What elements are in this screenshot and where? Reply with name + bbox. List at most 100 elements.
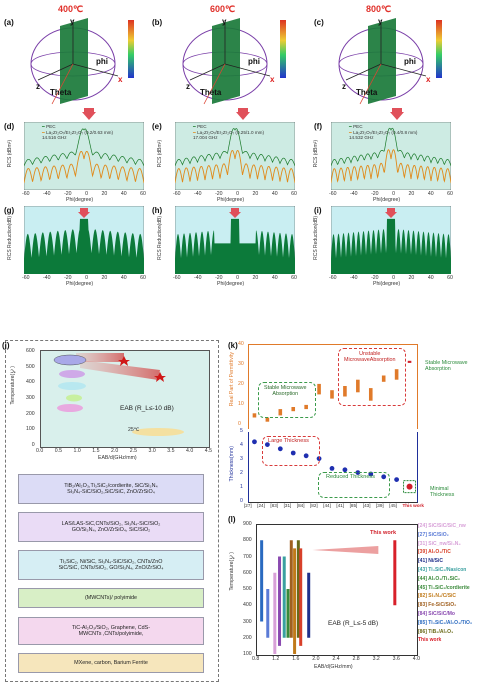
k-bar [394, 369, 399, 380]
axis-y-b: y [222, 17, 227, 26]
red-xticks-i: -60 -40 -20 0 20 40 60 [329, 275, 453, 281]
j-box-1: TiB₂/Al₂O₃,Ti₃SiC₂/cordierite, SiC/Si₃N₄… [18, 474, 204, 504]
k-ylabel-top: Real Part of Permittivity [229, 352, 235, 407]
k-dot [277, 446, 283, 452]
down-arrow-icon [82, 108, 96, 120]
k-bottom-axes [248, 432, 418, 503]
axis-theta-a: Theta [50, 88, 72, 97]
k-bar [368, 388, 373, 401]
k-bar [265, 417, 270, 422]
l-range-bar [307, 572, 311, 638]
l-range-bar [260, 540, 264, 622]
legend-item: [83] Fe-SiC/SiO₂ [418, 602, 457, 609]
rcs-legend-f: ━ PEC ━ La₂Zr₂O₇/Er₂Zr₂O₇ (0.4/0.8 mm) 1… [349, 124, 418, 141]
freq-label: 14.516 GHz [42, 135, 67, 141]
axis-z-c: z [342, 82, 346, 91]
k-unstable-text: Unstable MicrowaveAbsorption [344, 351, 396, 363]
legend-item: [27] SiC/SiO₂ [418, 531, 449, 538]
legend-item: [39] Al₂O₃/TiC [418, 549, 451, 556]
l-range-bar [266, 589, 270, 638]
k-large-box [262, 436, 320, 466]
legend-coat: La₂Zr₂O₇/Er₂Zr₂O₇ (0.25/1.0 mm) [197, 129, 265, 135]
l-xlabel: EAB/d(GHz/mm) [314, 664, 353, 670]
j-box-5: TiC-Al₂O₃/SiO₂, Graphene, CdS- MWCNTs ,C… [18, 617, 204, 645]
k-large-text: Large Thickness [268, 438, 309, 444]
down-arrow-icon [390, 108, 404, 120]
k-bar [356, 379, 360, 393]
panel-h-label: (h) [152, 206, 163, 215]
j-eab-note: EAB (R_L≤-10 dB) [120, 405, 174, 412]
j-xticks: 0.0 0.5 1.0 1.5 2.0 2.5 3.0 3.5 4.0 4.5 [36, 448, 212, 454]
panel-g-label: (g) [4, 206, 15, 215]
k-yticks-top: 40 30 20 10 0 [238, 341, 244, 427]
rcs-ylabel-e: RCS (dBm²) [157, 140, 163, 168]
legend-pec: PEC [353, 124, 363, 129]
k-top-axes [248, 344, 418, 429]
l-range-bar [286, 589, 290, 638]
legend-item: [31] SiC_nw/Si₃N₄ [418, 540, 461, 547]
model-3d-b [182, 18, 286, 105]
k-dot [329, 466, 335, 471]
freq-label: 14.532 GHz [349, 135, 374, 141]
freq-label: 17.004 GHz [193, 135, 218, 141]
rcs-xlabel-f: Phi(degree) [373, 197, 401, 203]
k-dot [290, 450, 296, 456]
j-plot [53, 353, 184, 436]
j-25c: 25℃ [128, 427, 140, 433]
down-arrow-icon [236, 108, 250, 120]
l-range-bar [393, 540, 397, 606]
axis-phi-b: phi [248, 57, 260, 66]
coating-line [24, 151, 144, 184]
panel-a-label: (a) [4, 18, 14, 27]
rcs-plot-e [175, 122, 295, 190]
legend-item: [85] Ti₃SiC₂/Al₂O₃/TiO₂ [418, 619, 473, 626]
axis-z-a: z [36, 82, 40, 91]
down-arrow-icon [229, 208, 241, 218]
reduction-area [175, 218, 295, 274]
l-axes [256, 524, 418, 656]
l-range-bar [273, 572, 277, 654]
panel-d-label: (d) [4, 122, 15, 131]
j-box-2: LAS/LAS-SiC,CNTs/SiO₂, Si₃N₄-SiC/SiO₂ GO… [18, 512, 204, 542]
k-stable-text: Stable Microwave Absorption [264, 385, 307, 397]
k-dot [342, 467, 348, 473]
k-ylabel-bot: Thickness(mm) [229, 446, 235, 482]
temp-label-600: 600℃ [210, 4, 236, 14]
k-bar [252, 413, 257, 418]
rcs-legend-e: ━ PEC ━ La₂Zr₂O₇/Er₂Zr₂O₇ (0.25/1.0 mm) … [193, 124, 265, 141]
k-bar [317, 383, 321, 395]
k-dot [303, 453, 309, 459]
axis-phi-a: phi [96, 57, 108, 66]
k-bar [381, 375, 386, 382]
down-arrow-icon [385, 208, 397, 218]
j-ylabel: Temperature(℃) [10, 366, 16, 405]
legend-item: [82] Si₃N₄/C/SiC [418, 593, 457, 600]
coating-line [331, 149, 451, 184]
l-range-bar [293, 548, 297, 654]
panel-c-label: (c) [314, 18, 324, 27]
legend-item: [84] SiC/SiC/Mo [418, 610, 455, 617]
l-thiswork: This work [370, 530, 397, 536]
panel-j-label: (j) [2, 341, 10, 350]
pec-line [24, 128, 144, 167]
legend-pec: PEC [46, 124, 56, 129]
l-range-bar [299, 548, 303, 646]
k-bar [278, 409, 283, 416]
model-3d-c [338, 18, 442, 105]
axis-theta-c: Theta [356, 88, 378, 97]
k-dot [394, 477, 400, 482]
pec-line [331, 127, 451, 167]
j-box-3: Ti₃SiC₂, Ni/SiC, Si₃N₄-SiC/SiO₂, CNTs/Zn… [18, 550, 204, 580]
red-xticks-h: -60 -40 -20 0 20 40 60 [173, 275, 297, 281]
rcs-legend-d: ━ PEC ━ La₂Zr₂O₇/Er₂Zr₂O₇ (0.2/0.63 mm) … [42, 124, 114, 141]
l-yticks: 900 800 700 600 500 400 300 200 100 [243, 521, 252, 657]
panel-e-label: (e) [152, 122, 162, 131]
k-unstable-box [338, 348, 406, 406]
legend-item: [45] Ti₃SiC₂/cordierite [418, 584, 470, 591]
l-range-bar [282, 556, 286, 638]
legend-coat: La₂Zr₂O₇/Er₂Zr₂O₇ (0.4/0.8 mm) [353, 129, 418, 135]
red-ylabel-g: RCS Reduction(dB) [7, 216, 13, 260]
axis-x-b: x [270, 75, 275, 84]
panel-l-label: (l) [228, 515, 236, 524]
